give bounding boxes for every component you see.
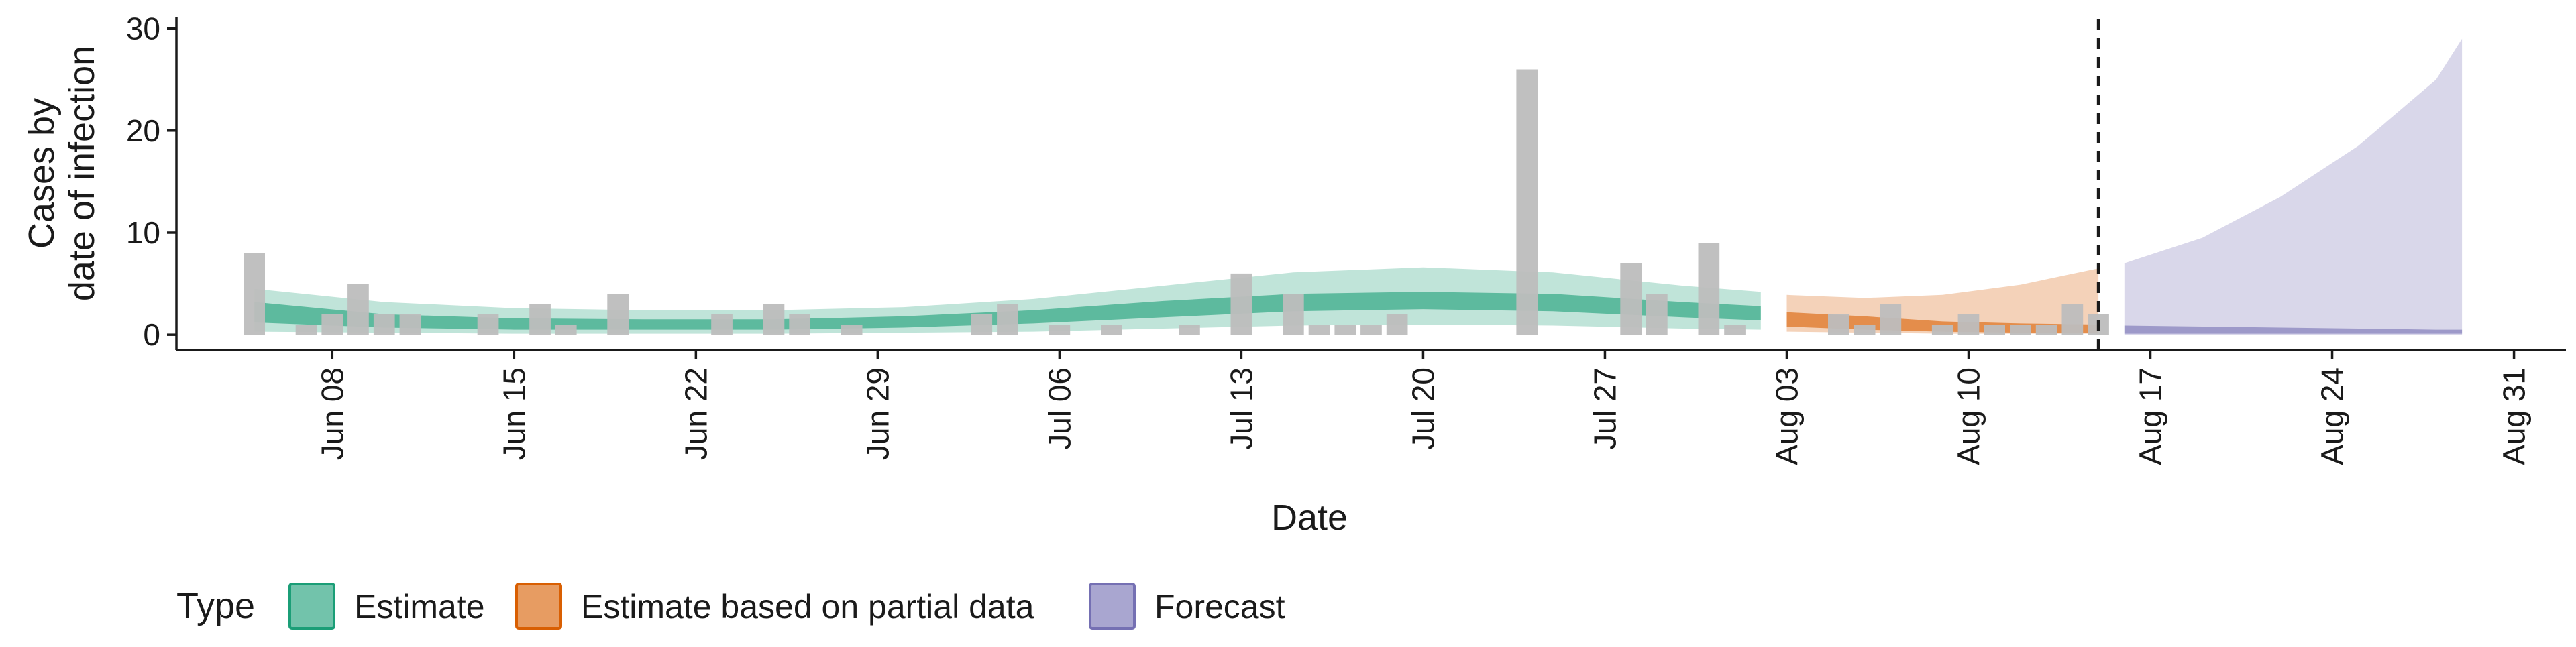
x-tick-label: Jul 27 (1588, 367, 1623, 450)
observed-bar (763, 304, 785, 335)
observed-bar (1724, 325, 1746, 335)
observed-bar (2010, 325, 2031, 335)
observed-bar (1386, 314, 1408, 335)
legend: Type Estimate Estimate based on partial da… (176, 583, 1285, 630)
observed-bar (1984, 325, 2005, 335)
x-tick-label: Aug 03 (1770, 367, 1805, 465)
estimate-bands (254, 38, 2463, 335)
observed-bar (1698, 243, 1720, 335)
x-tick-label: Jun 22 (678, 367, 713, 460)
legend-label: Estimate based on partial data (581, 588, 1034, 626)
observed-bar (607, 294, 629, 335)
observed-bar (1620, 263, 1642, 335)
observed-bar (1283, 294, 1304, 335)
observed-bar (1308, 325, 1330, 335)
observed-bars (244, 19, 2109, 350)
estimate-band-90 (254, 267, 1761, 334)
legend-swatch (288, 583, 335, 630)
legend-swatch (515, 583, 562, 630)
estimate-band-50 (254, 292, 1761, 330)
observed-bar (529, 304, 551, 335)
x-tick-label: Jun 29 (860, 367, 895, 460)
observed-bar (1854, 325, 1876, 335)
legend-label: Estimate (354, 588, 485, 626)
legend-label: Forecast (1155, 588, 1285, 626)
x-tick-label: Jun 08 (315, 367, 350, 460)
observed-bar (477, 314, 499, 335)
observed-bar (1931, 325, 1953, 335)
y-tick-label: 30 (126, 11, 160, 46)
observed-bar (1360, 325, 1382, 335)
axes: 0 10 20 30 Jun 08 Jun 15 Jun 22 Jun 29 Jul 06 Jul… (21, 11, 2566, 538)
x-axis-title: Date (1271, 497, 1348, 538)
observed-bar (1101, 325, 1122, 335)
legend-swatch (1089, 583, 1136, 630)
observed-bar (2061, 304, 2084, 335)
observed-bar (295, 325, 317, 335)
x-tick-label: Jul 20 (1405, 367, 1440, 450)
observed-bar (321, 314, 343, 335)
x-tick-label: Jun 15 (496, 367, 531, 460)
y-axis-title: date of infection (62, 46, 102, 301)
observed-bar (1334, 325, 1356, 335)
observed-bar (373, 314, 395, 335)
observed-bar (1230, 273, 1252, 335)
observed-bar (1646, 294, 1668, 335)
x-tick-label: Aug 10 (1951, 367, 1986, 465)
y-tick-label: 0 (143, 317, 160, 352)
x-tick-label: Aug 17 (2133, 367, 2168, 465)
observed-bar (1049, 325, 1071, 335)
legend-title: Type (176, 586, 255, 626)
observed-bar (997, 304, 1018, 335)
observed-bar (555, 325, 577, 335)
observed-bar (971, 314, 993, 335)
observed-bar (1880, 304, 1902, 335)
observed-bar (244, 253, 265, 335)
y-axis-title: Cases by (21, 98, 62, 249)
x-tick-label: Aug 24 (2315, 367, 2350, 465)
x-tick-label: Jul 06 (1042, 367, 1077, 450)
y-tick-label: 10 (126, 215, 160, 250)
observed-bar (841, 325, 863, 335)
observed-bar (1957, 314, 1980, 335)
observed-bar (2035, 325, 2057, 335)
forecast-band-50 (2124, 325, 2463, 334)
observed-bar (347, 284, 369, 335)
observed-bar (1828, 314, 1849, 335)
observed-bar (789, 314, 810, 335)
observed-bar (1179, 325, 1200, 335)
y-tick-label: 20 (126, 113, 160, 148)
observed-bar (711, 314, 733, 335)
observed-bar (1516, 69, 1538, 335)
x-tick-label: Jul 13 (1224, 367, 1258, 450)
x-tick-label: Aug 31 (2497, 367, 2532, 465)
observed-bar (399, 314, 421, 335)
forecast-band-90 (2124, 38, 2463, 335)
